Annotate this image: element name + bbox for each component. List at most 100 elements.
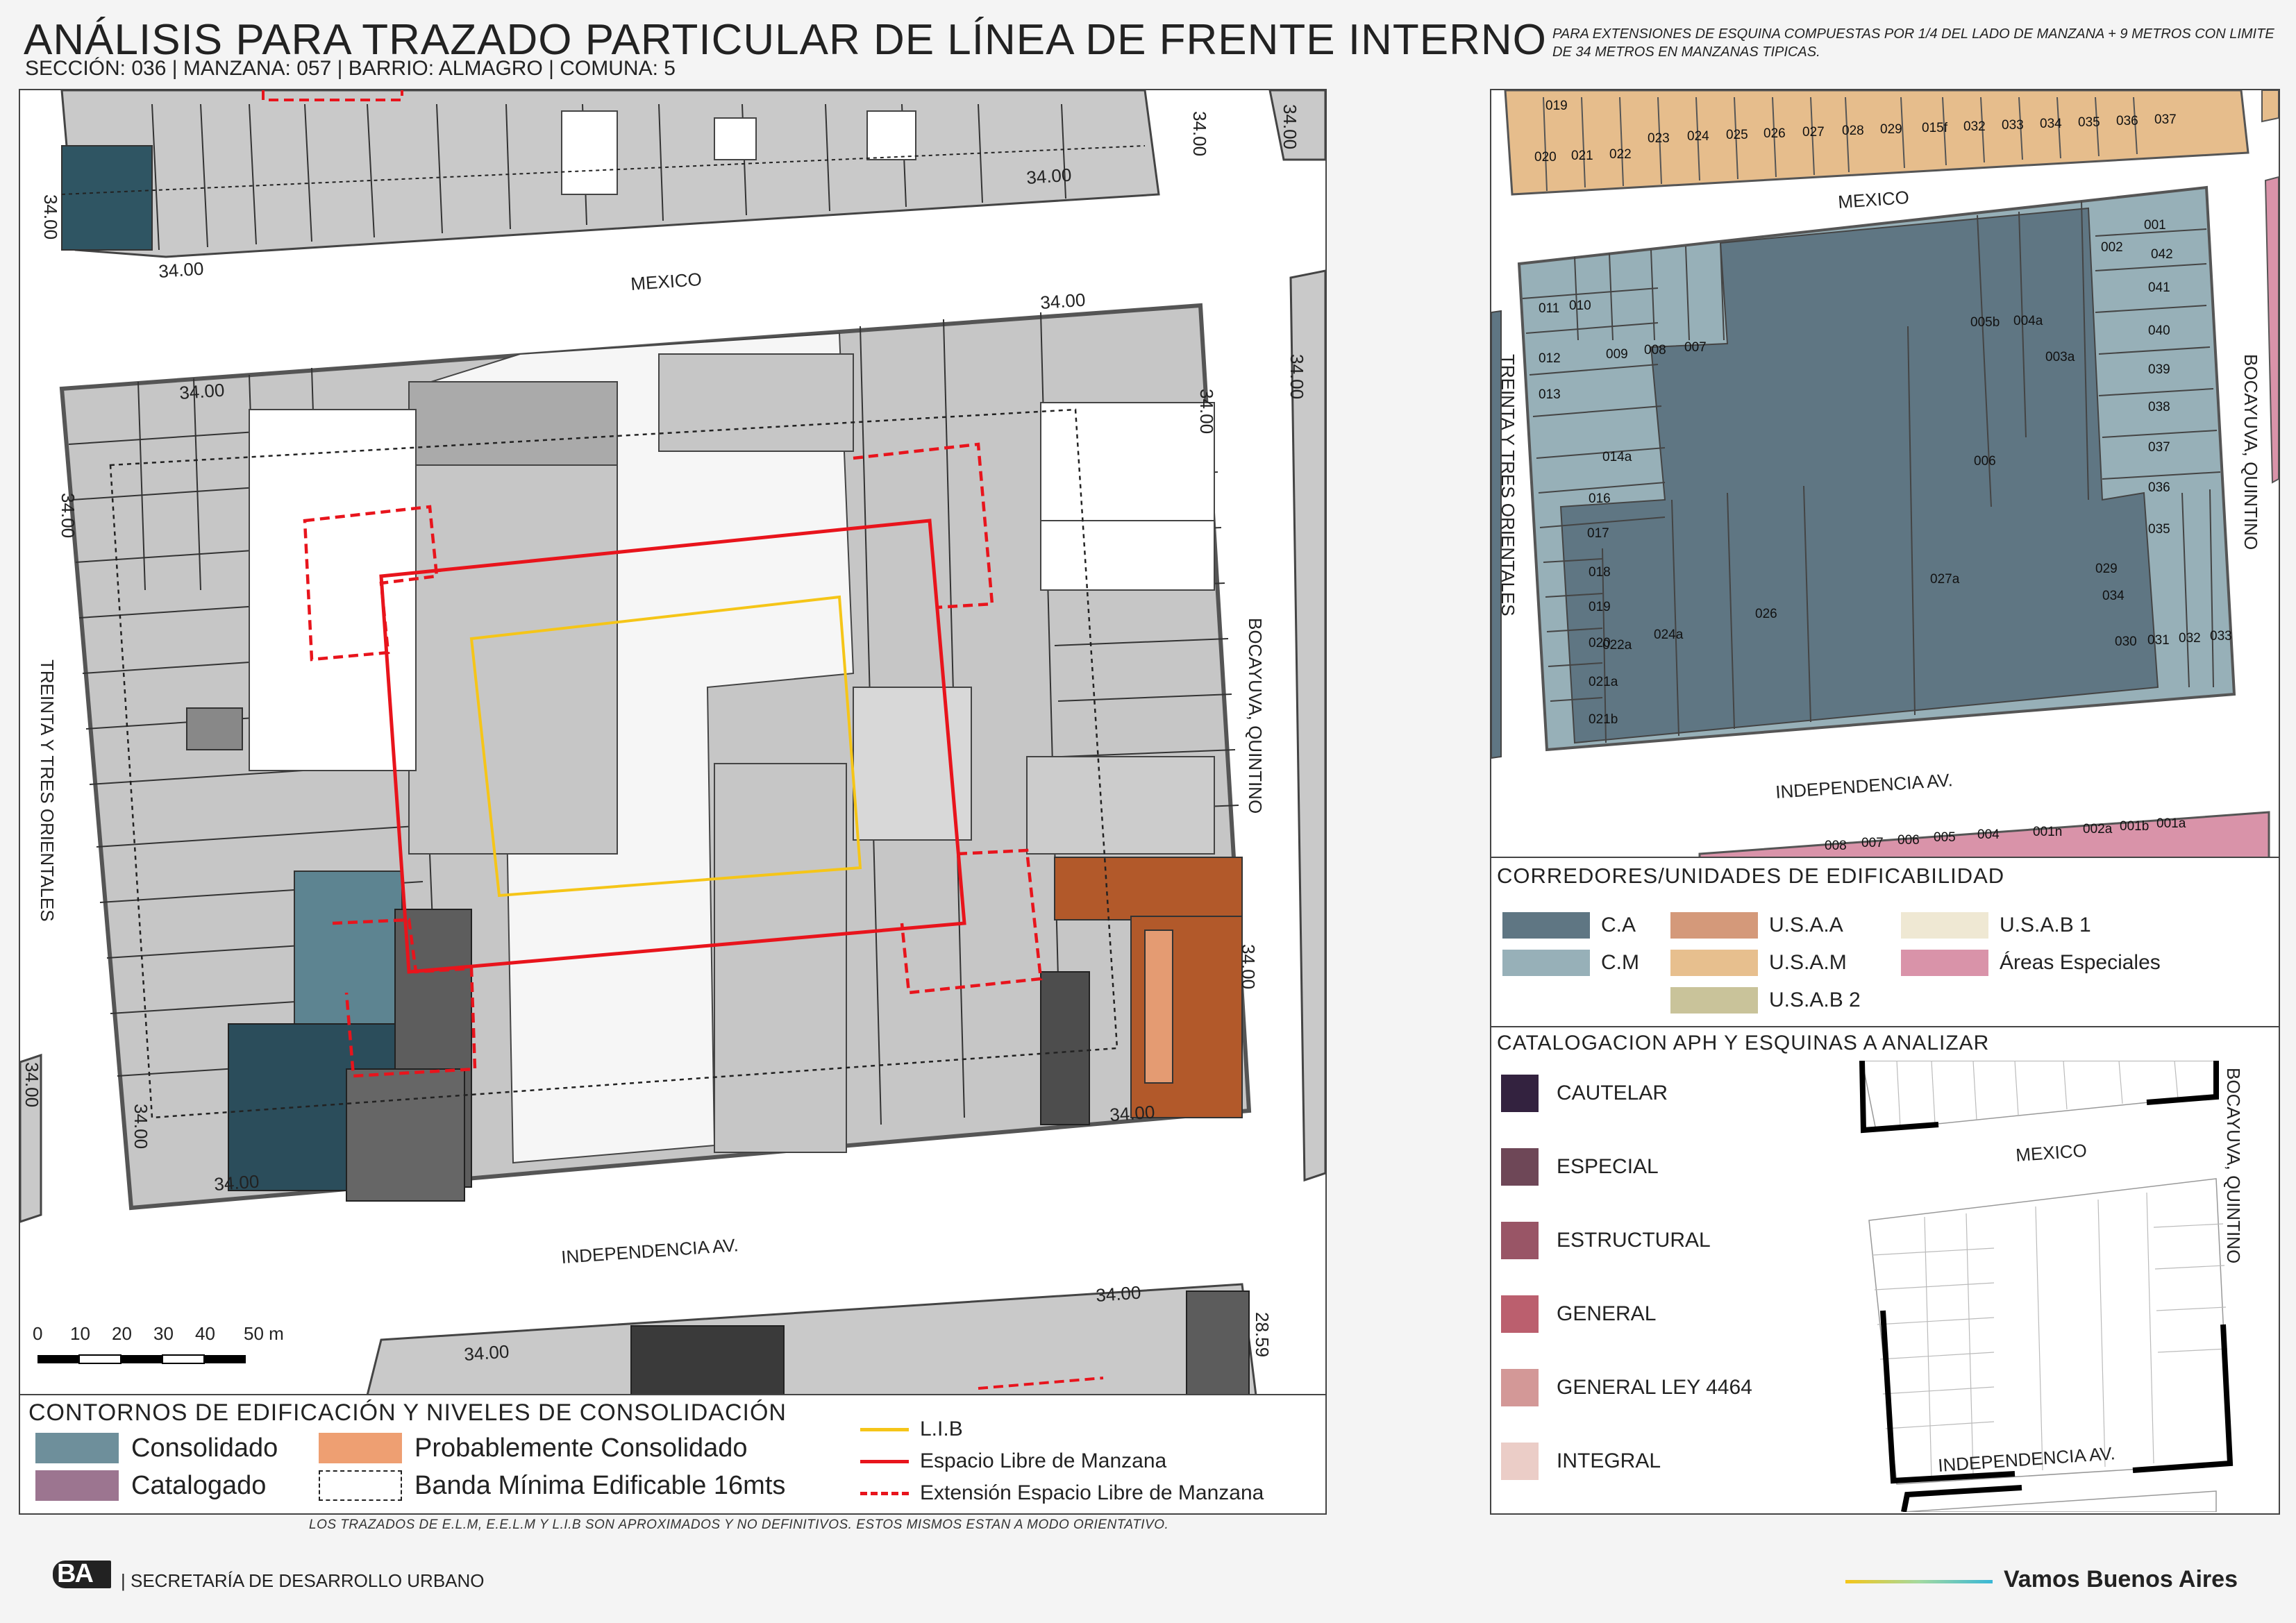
legend-label-usam: U.S.A.M <box>1769 951 1847 974</box>
legend-consolidation: CONTORNOS DE EDIFICACIÓN Y NIVELES DE CO… <box>19 1394 1327 1515</box>
lot-label-b-14: 021b <box>1589 712 1618 727</box>
dim-label-34-g: 34.00 <box>1095 1282 1141 1306</box>
detail-block <box>1517 185 2236 752</box>
block-north <box>60 90 1160 258</box>
slogan: Vamos Buenos Aires <box>2004 1566 2238 1592</box>
street-bocayuva-main: BOCAYUVA, QUINTINO <box>1245 618 1266 814</box>
lot-label-b-7: 014a <box>1602 450 1632 464</box>
dim-label-34-h: 34.00 <box>463 1341 510 1365</box>
lot-labels-north: 019 020 021 022 023 024 025 026 027 028 029 015f 032… <box>1534 99 2177 165</box>
legend-item-ca: C.A <box>1502 912 1636 939</box>
lot-label-b-26: 040 <box>2148 323 2170 338</box>
legend-label-integral: INTEGRAL <box>1557 1449 1661 1472</box>
lot-label-b-13: 021a <box>1589 675 1618 689</box>
lot-label-s-5: 001n <box>2033 825 2062 839</box>
swatch-areas-especiales <box>1901 950 1988 976</box>
legend-catalogacion: CATALOGACION APH Y ESQUINAS A ANALIZAR C… <box>1490 1026 2280 1515</box>
legend-label-probablemente: Probablemente Consolidado <box>414 1433 748 1463</box>
lot-label-n-12: 032 <box>1963 119 1986 134</box>
swatch-general-ley <box>1501 1369 1539 1406</box>
legend-label-estructural: ESTRUCTURAL <box>1557 1229 1711 1252</box>
lot-label-n-5: 024 <box>1687 129 1709 144</box>
lot-label-b-28: 038 <box>2148 400 2170 414</box>
swatch-eelm <box>860 1491 909 1495</box>
lot-label-s-0: 008 <box>1825 839 1847 853</box>
swatch-usab2 <box>1670 987 1758 1014</box>
legend-item-lib: L.I.B <box>860 1418 963 1441</box>
swatch-probablemente <box>319 1433 402 1463</box>
lot-label-b-1: 010 <box>1569 298 1591 313</box>
legend-item-probablemente: Probablemente Consolidado <box>319 1433 748 1463</box>
lot-label-n-9: 028 <box>1842 124 1864 138</box>
legend-item-usab1: U.S.A.B 1 <box>1901 912 2091 939</box>
lot-label-b-31: 035 <box>2148 522 2170 537</box>
street-treinta-y-tres-main: TREINTA Y TRES ORIENTALES <box>37 659 58 922</box>
dim-label-34-m: 34.00 <box>1189 111 1210 156</box>
lot-label-n-13: 033 <box>2002 118 2024 133</box>
legend-label-usaa: U.S.A.A <box>1769 914 1843 936</box>
scale-tick-40: 40 <box>195 1323 215 1344</box>
legend-item-banda: Banda Mínima Edificable 16mts <box>319 1470 785 1501</box>
lot-label-b-37: 032 <box>2179 631 2201 646</box>
lot-label-b-25: 041 <box>2148 280 2170 295</box>
lot-label-b-18: 006 <box>1974 454 1996 469</box>
legend-item-cautelar: CAUTELAR <box>1501 1075 1668 1112</box>
lot-label-b-32: 034 <box>2102 589 2125 603</box>
legend-item-usaa: U.S.A.A <box>1670 912 1843 939</box>
swatch-consolidado <box>35 1433 119 1463</box>
legend-label-banda: Banda Mínima Edificable 16mts <box>414 1470 786 1500</box>
legend-label-general-ley: GENERAL LEY 4464 <box>1557 1376 1752 1399</box>
swatch-general <box>1501 1295 1539 1333</box>
scale-tick-50: 50 m <box>244 1323 284 1344</box>
lot-label-b-2: 012 <box>1539 351 1561 366</box>
dim-label-34-j: 34.00 <box>131 1104 151 1149</box>
block-main <box>59 303 1252 1211</box>
legend-label-consolidado: Consolidado <box>131 1433 278 1463</box>
lot-label-b-12: 020 <box>1589 636 1611 650</box>
dim-label-34-d: 34.00 <box>178 380 225 403</box>
lot-label-n-10: 029 <box>1880 122 1902 137</box>
lot-label-s-3: 005 <box>1934 830 1956 845</box>
legend-item-estructural: ESTRUCTURAL <box>1501 1222 1711 1259</box>
legend-item-eelm: Extensión Espacio Libre de Manzana <box>860 1481 1264 1505</box>
lot-label-b-19: 005b <box>1970 315 2000 330</box>
corners-street-mexico: MEXICO <box>2015 1140 2087 1166</box>
legend-item-usam: U.S.A.M <box>1670 950 1847 976</box>
legend-label-areas-especiales: Áreas Especiales <box>2000 951 2161 974</box>
lot-label-b-11: 019 <box>1589 600 1611 614</box>
ba-logo-text: BA <box>57 1559 94 1588</box>
lot-label-n-0: 019 <box>1545 99 1568 113</box>
lot-label-n-3: 022 <box>1609 147 1632 162</box>
lot-label-n-7: 026 <box>1763 126 1786 141</box>
main-map-panel: MEXICO INDEPENDENCIA AV. TREINTA Y TRES … <box>19 89 1327 1397</box>
legend-label-general: GENERAL <box>1557 1302 1657 1325</box>
legend-label-usab1: U.S.A.B 1 <box>2000 914 2091 936</box>
legend-item-areas-especiales: Áreas Especiales <box>1901 950 2161 976</box>
swatch-lib <box>860 1427 909 1431</box>
legend-label-eelm: Extensión Espacio Libre de Manzana <box>920 1481 1264 1504</box>
lot-label-b-29: 037 <box>2148 440 2170 455</box>
legend-label-usab2: U.S.A.B 2 <box>1769 989 1861 1011</box>
scale-tick-30: 30 <box>153 1323 174 1344</box>
legend-item-usab2: U.S.A.B 2 <box>1670 987 1861 1014</box>
lot-label-s-6: 002a <box>2083 822 2113 836</box>
lot-label-b-5: 008 <box>1644 343 1666 358</box>
scale-tick-10: 10 <box>70 1323 90 1344</box>
lot-label-b-24: 042 <box>2151 247 2173 262</box>
detail-street-mexico: MEXICO <box>1837 187 1909 212</box>
legend-item-catalogado: Catalogado <box>35 1470 266 1501</box>
dim-label-34-e: 34.00 <box>213 1171 260 1195</box>
swatch-banda <box>319 1470 402 1501</box>
detail-map: MEXICO INDEPENDENCIA AV. TREINTA Y TRES … <box>1491 90 2279 858</box>
legend-item-integral: INTEGRAL <box>1501 1443 1661 1480</box>
swatch-usam <box>1670 950 1758 976</box>
legend-label-elm: Espacio Libre de Manzana <box>920 1449 1167 1472</box>
scale-tick-0: 0 <box>33 1323 42 1344</box>
lot-label-n-16: 036 <box>2116 114 2138 128</box>
lot-label-b-20: 004a <box>2013 314 2043 328</box>
lot-labels-south: 008 007 006 005 004 001n 002a 001b 001a <box>1825 816 2186 853</box>
dim-label-34-o: 34.00 <box>1287 354 1307 399</box>
legend-label-catalogado: Catalogado <box>131 1470 267 1500</box>
map-subtitle: SECCIÓN: 036 | MANZANA: 057 | BARRIO: AL… <box>25 57 676 80</box>
legend-corredores: CORREDORES/UNIDADES DE EDIFICABILIDAD C.… <box>1490 857 2280 1029</box>
